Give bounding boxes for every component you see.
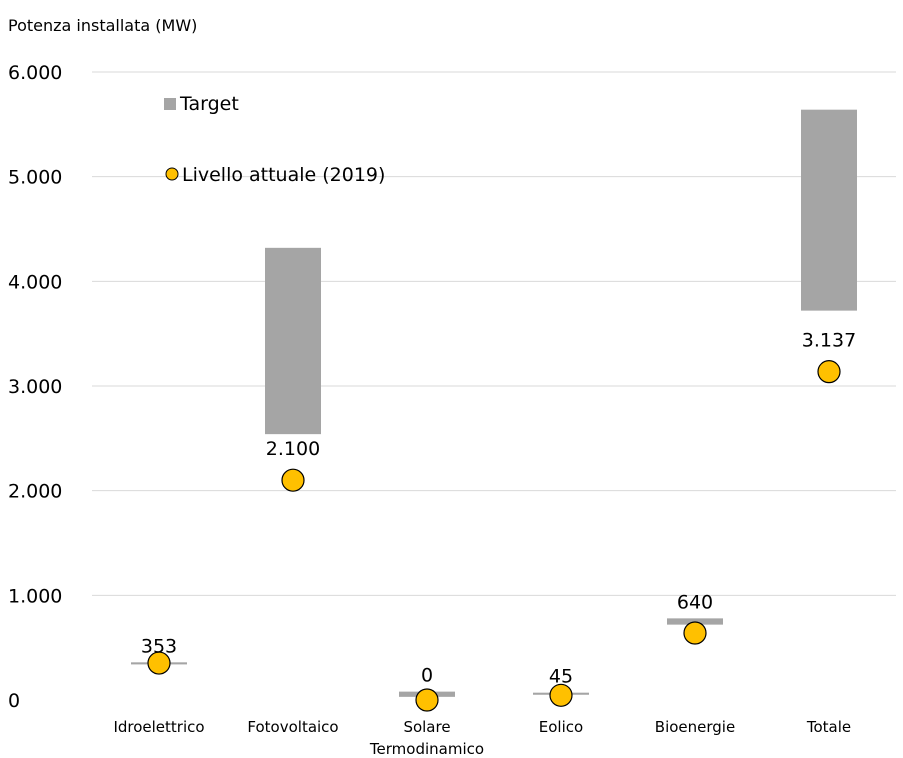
data-label: 3.137 xyxy=(802,330,856,352)
x-tick-label: Totale xyxy=(806,718,851,736)
y-tick-label: 1.000 xyxy=(8,585,62,607)
x-tick-label: Bioenergie xyxy=(655,718,735,736)
target-bar xyxy=(265,247,321,435)
y-tick-label: 5.000 xyxy=(8,167,62,189)
y-tick-label: 3.000 xyxy=(8,376,62,398)
y-tick-label: 4.000 xyxy=(8,271,62,293)
data-label: 2.100 xyxy=(266,438,320,460)
data-label: 353 xyxy=(141,635,177,657)
x-tick-label: Solare xyxy=(403,718,450,736)
y-tick-label: 0 xyxy=(8,690,20,712)
legend: Target Livello attuale (2019) xyxy=(164,93,385,186)
current-level-marker xyxy=(147,651,171,675)
legend-swatch-current xyxy=(165,167,179,181)
x-tick-labels: Idroelettrico Fotovoltaico Solare Termodina… xyxy=(113,718,851,758)
x-tick-label: Eolico xyxy=(539,718,583,736)
current-level-marker xyxy=(415,688,439,712)
x-tick-label: Idroelettrico xyxy=(113,718,204,736)
data-label: 640 xyxy=(677,591,713,613)
current-level-marker xyxy=(281,468,305,492)
y-tick-label: 2.000 xyxy=(8,481,62,503)
legend-swatch-target xyxy=(164,98,176,110)
gridlines xyxy=(92,71,896,596)
y-tick-labels: 0 1.000 2.000 3.000 4.000 5.000 6.000 xyxy=(8,62,62,712)
current-level-markers xyxy=(147,360,841,712)
data-labels: 353 2.100 0 45 640 3.137 xyxy=(141,330,856,688)
current-level-marker xyxy=(683,621,707,645)
current-level-marker xyxy=(549,683,573,707)
legend-label-current: Livello attuale (2019) xyxy=(182,164,385,186)
target-bar xyxy=(801,109,857,311)
y-tick-label: 6.000 xyxy=(8,62,62,84)
current-level-marker xyxy=(817,360,841,384)
y-axis-title: Potenza installata (MW) xyxy=(8,16,198,35)
legend-label-target: Target xyxy=(179,93,239,115)
x-tick-label: Termodinamico xyxy=(369,740,484,758)
target-bars xyxy=(131,109,857,697)
x-tick-label: Fotovoltaico xyxy=(247,718,338,736)
data-label: 45 xyxy=(549,666,573,688)
data-label: 0 xyxy=(421,665,433,687)
